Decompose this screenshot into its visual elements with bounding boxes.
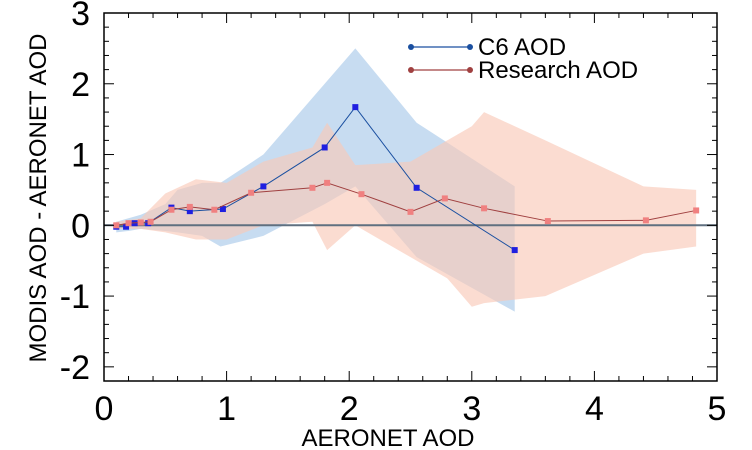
y-tick-label: 3 [71, 0, 90, 33]
x-tick-label: 1 [217, 390, 236, 428]
data-point-c6 [511, 247, 518, 254]
data-point-research [211, 206, 218, 213]
data-point-research [324, 179, 331, 186]
data-point-c6 [260, 183, 267, 190]
data-point-research [113, 222, 120, 229]
data-point-research [481, 205, 488, 212]
legend-marker-research [408, 67, 414, 73]
y-tick-label: 0 [71, 207, 90, 245]
data-point-c6 [352, 104, 359, 111]
y-tick-label: -1 [60, 278, 90, 316]
legend-label-c6: C6 AOD [478, 34, 566, 61]
data-point-c6 [186, 208, 193, 215]
x-tick-label: 3 [462, 390, 481, 428]
x-tick-label: 4 [585, 390, 604, 428]
x-tick-label: 0 [95, 390, 114, 428]
data-point-c6 [123, 223, 130, 230]
data-point-research [248, 189, 255, 196]
data-point-c6 [219, 206, 226, 213]
series-band-research [116, 112, 697, 307]
data-point-research [441, 195, 448, 202]
x-tick-label: 5 [708, 390, 727, 428]
data-point-c6 [321, 144, 328, 151]
data-point-c6 [413, 184, 420, 191]
x-axis-title: AERONET AOD [302, 425, 475, 450]
y-tick-label: 2 [71, 66, 90, 104]
legend-label-research: Research AOD [478, 57, 638, 84]
x-tick-label: 2 [340, 390, 359, 428]
data-point-research [147, 218, 154, 225]
y-axis-title: MODIS AOD - AERONET AOD [25, 34, 52, 363]
data-point-research [309, 184, 316, 191]
data-point-research [407, 208, 414, 215]
data-point-research [168, 206, 175, 213]
y-tick-label: -2 [60, 349, 90, 387]
data-point-research [137, 219, 144, 226]
data-point-research [544, 218, 551, 225]
legend-marker-c6 [408, 44, 414, 50]
data-point-research [125, 220, 132, 227]
data-point-research [358, 191, 365, 198]
legend-marker-c6 [467, 44, 473, 50]
data-point-research [642, 217, 649, 224]
data-point-research [693, 207, 700, 214]
legend-marker-research [467, 67, 473, 73]
y-tick-label: 1 [71, 137, 90, 175]
data-point-research [186, 203, 193, 210]
